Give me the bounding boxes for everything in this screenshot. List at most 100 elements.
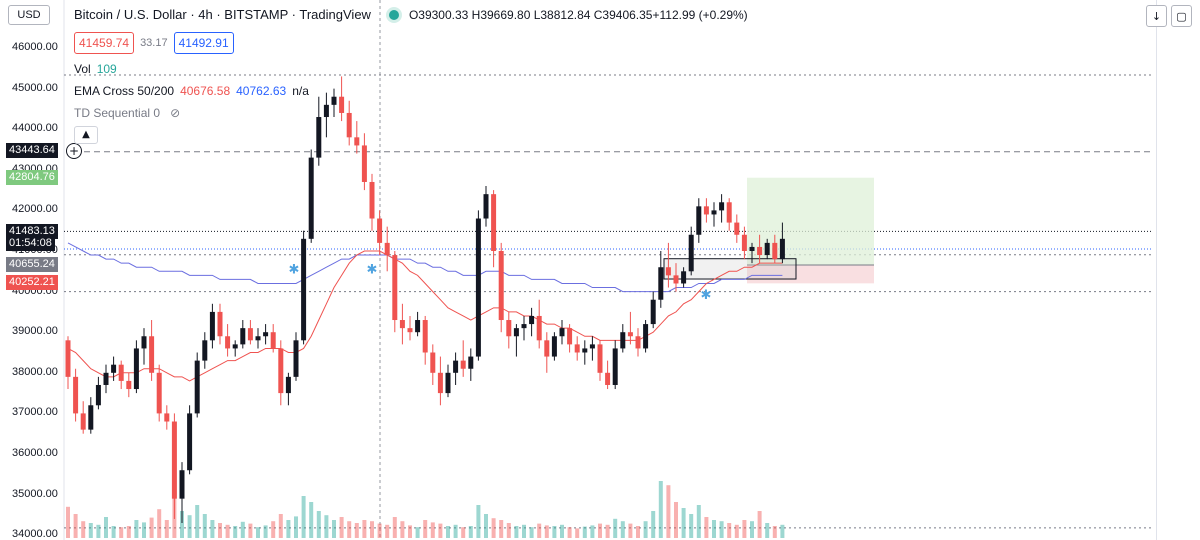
candle-body[interactable]	[498, 251, 504, 321]
candle-body[interactable]	[483, 194, 489, 219]
volume-legend[interactable]: Vol 109	[74, 60, 117, 78]
candle-body[interactable]	[513, 328, 519, 337]
candle-body[interactable]	[323, 104, 329, 118]
candle-body[interactable]	[95, 384, 101, 406]
candle-body[interactable]	[719, 202, 725, 211]
td-sequential-legend[interactable]: TD Sequential 0 ⊘	[74, 104, 180, 122]
candle-body[interactable]	[377, 218, 383, 243]
candle-body[interactable]	[369, 181, 375, 219]
candle-body[interactable]	[331, 96, 337, 105]
candle-body[interactable]	[422, 320, 428, 353]
fullscreen-icon[interactable]: ▢	[1171, 5, 1192, 27]
candle-body[interactable]	[582, 348, 588, 353]
candle-body[interactable]	[764, 242, 770, 256]
symbol-title[interactable]: Bitcoin / U.S. Dollar · 4h · BITSTAMP · …	[74, 7, 371, 22]
candle-body[interactable]	[209, 311, 215, 341]
candle-body[interactable]	[103, 372, 109, 385]
candle-body[interactable]	[741, 234, 747, 251]
candle-body[interactable]	[779, 238, 785, 260]
candle-body[interactable]	[202, 340, 208, 361]
candle-body[interactable]	[73, 376, 79, 414]
plus-circle-icon[interactable]: +	[66, 143, 82, 159]
candle-body[interactable]	[346, 112, 352, 138]
candle-body[interactable]	[141, 336, 147, 349]
candle-body[interactable]	[460, 360, 466, 369]
candle-body[interactable]	[696, 206, 702, 235]
candle-body[interactable]	[673, 275, 679, 284]
candle-body[interactable]	[772, 242, 778, 260]
ema-fast-line[interactable]	[67, 250, 783, 382]
candle-body[interactable]	[232, 344, 238, 349]
candle-body[interactable]	[415, 320, 421, 333]
candle-body[interactable]	[726, 202, 732, 223]
candle-body[interactable]	[316, 117, 322, 158]
candle-body[interactable]	[605, 372, 611, 385]
candle-body[interactable]	[521, 324, 527, 329]
candle-body[interactable]	[589, 344, 595, 349]
candle-body[interactable]	[133, 348, 139, 390]
candle-body[interactable]	[475, 218, 481, 357]
candle-body[interactable]	[407, 328, 413, 333]
candle-body[interactable]	[263, 332, 269, 337]
candle-body[interactable]	[361, 145, 367, 182]
candle-body[interactable]	[468, 356, 474, 369]
candle-body[interactable]	[392, 255, 398, 321]
candle-body[interactable]	[126, 380, 132, 390]
candle-body[interactable]	[255, 336, 261, 341]
candle-body[interactable]	[179, 470, 185, 499]
candle-body[interactable]	[65, 340, 71, 377]
candle-body[interactable]	[384, 242, 390, 256]
candle-body[interactable]	[612, 348, 618, 385]
candle-body[interactable]	[635, 336, 641, 349]
candle-body[interactable]	[437, 372, 443, 394]
candle-body[interactable]	[688, 234, 694, 272]
candle-body[interactable]	[308, 157, 314, 239]
candle-body[interactable]	[156, 372, 162, 414]
candle-body[interactable]	[491, 194, 497, 251]
candle-body[interactable]	[293, 340, 299, 377]
candle-body[interactable]	[80, 413, 86, 430]
candle-body[interactable]	[574, 344, 580, 353]
candle-body[interactable]	[399, 320, 405, 329]
candle-body[interactable]	[111, 364, 117, 373]
candle-body[interactable]	[757, 246, 763, 256]
currency-button[interactable]: USD	[8, 5, 50, 25]
candle-body[interactable]	[506, 320, 512, 337]
candle-body[interactable]	[734, 222, 740, 235]
candle-body[interactable]	[529, 315, 535, 325]
candle-body[interactable]	[164, 413, 170, 422]
candle-body[interactable]	[665, 267, 671, 276]
candle-body[interactable]	[354, 137, 360, 146]
download-icon[interactable]: ↓	[1146, 5, 1167, 27]
candle-body[interactable]	[658, 267, 664, 300]
candle-body[interactable]	[567, 328, 573, 345]
candle-body[interactable]	[194, 360, 200, 414]
candle-body[interactable]	[627, 332, 633, 337]
candle-body[interactable]	[225, 336, 231, 349]
ema-legend[interactable]: EMA Cross 50/200 40676.58 40762.63 n/a	[74, 82, 309, 100]
candle-body[interactable]	[149, 336, 155, 373]
candle-body[interactable]	[278, 348, 284, 394]
eye-off-icon[interactable]: ⊘	[170, 106, 181, 120]
candle-body[interactable]	[217, 311, 223, 337]
buy-button[interactable]: 41492.91	[173, 32, 234, 54]
candle-body[interactable]	[339, 96, 345, 113]
candle-body[interactable]	[536, 315, 542, 341]
candle-body[interactable]	[171, 421, 177, 499]
candle-body[interactable]	[559, 328, 565, 337]
candle-body[interactable]	[240, 328, 246, 345]
chevron-up-icon[interactable]: ▲	[74, 126, 98, 144]
candle-body[interactable]	[650, 299, 656, 325]
candle-body[interactable]	[285, 376, 291, 394]
candle-body[interactable]	[247, 328, 253, 341]
candle-body[interactable]	[544, 340, 550, 357]
candle-body[interactable]	[597, 344, 603, 373]
candle-body[interactable]	[711, 210, 717, 215]
candle-body[interactable]	[88, 405, 94, 430]
candle-body[interactable]	[118, 364, 124, 381]
sell-button[interactable]: 41459.74	[74, 32, 135, 54]
candle-body[interactable]	[430, 352, 436, 373]
candle-body[interactable]	[681, 271, 687, 284]
candle-body[interactable]	[643, 324, 649, 349]
